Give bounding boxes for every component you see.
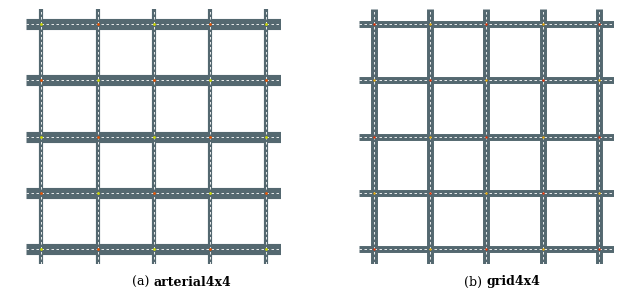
Point — [205, 246, 215, 251]
Point — [260, 78, 271, 83]
Point — [481, 190, 492, 195]
Point — [593, 78, 604, 83]
Point — [148, 246, 159, 251]
Text: grid4x4: grid4x4 — [486, 275, 540, 289]
Point — [538, 22, 548, 27]
Point — [148, 22, 159, 27]
Point — [593, 190, 604, 195]
Text: (b): (b) — [465, 275, 486, 289]
Point — [538, 134, 548, 139]
Point — [593, 134, 604, 139]
Point — [205, 134, 215, 139]
Point — [260, 190, 271, 195]
Point — [92, 246, 102, 251]
Point — [481, 246, 492, 251]
Point — [205, 22, 215, 27]
Point — [260, 22, 271, 27]
Text: arterial4x4: arterial4x4 — [154, 275, 231, 289]
Point — [593, 22, 604, 27]
Point — [92, 22, 102, 27]
Point — [260, 134, 271, 139]
Point — [425, 134, 435, 139]
Point — [538, 190, 548, 195]
Point — [205, 190, 215, 195]
Point — [369, 190, 380, 195]
Point — [92, 78, 102, 83]
Point — [425, 78, 435, 83]
Point — [481, 22, 492, 27]
Point — [369, 22, 380, 27]
Point — [369, 78, 380, 83]
Point — [36, 190, 47, 195]
Point — [369, 134, 380, 139]
Text: (a): (a) — [132, 275, 154, 289]
Point — [148, 134, 159, 139]
Point — [481, 78, 492, 83]
Point — [425, 246, 435, 251]
Point — [36, 78, 47, 83]
Point — [538, 246, 548, 251]
Point — [425, 22, 435, 27]
Point — [538, 78, 548, 83]
Point — [148, 190, 159, 195]
Point — [260, 246, 271, 251]
Point — [205, 78, 215, 83]
Point — [36, 22, 47, 27]
Point — [36, 134, 47, 139]
Point — [593, 246, 604, 251]
Point — [92, 190, 102, 195]
Point — [481, 134, 492, 139]
Point — [92, 134, 102, 139]
Point — [36, 246, 47, 251]
Point — [148, 78, 159, 83]
Point — [369, 246, 380, 251]
Point — [425, 190, 435, 195]
